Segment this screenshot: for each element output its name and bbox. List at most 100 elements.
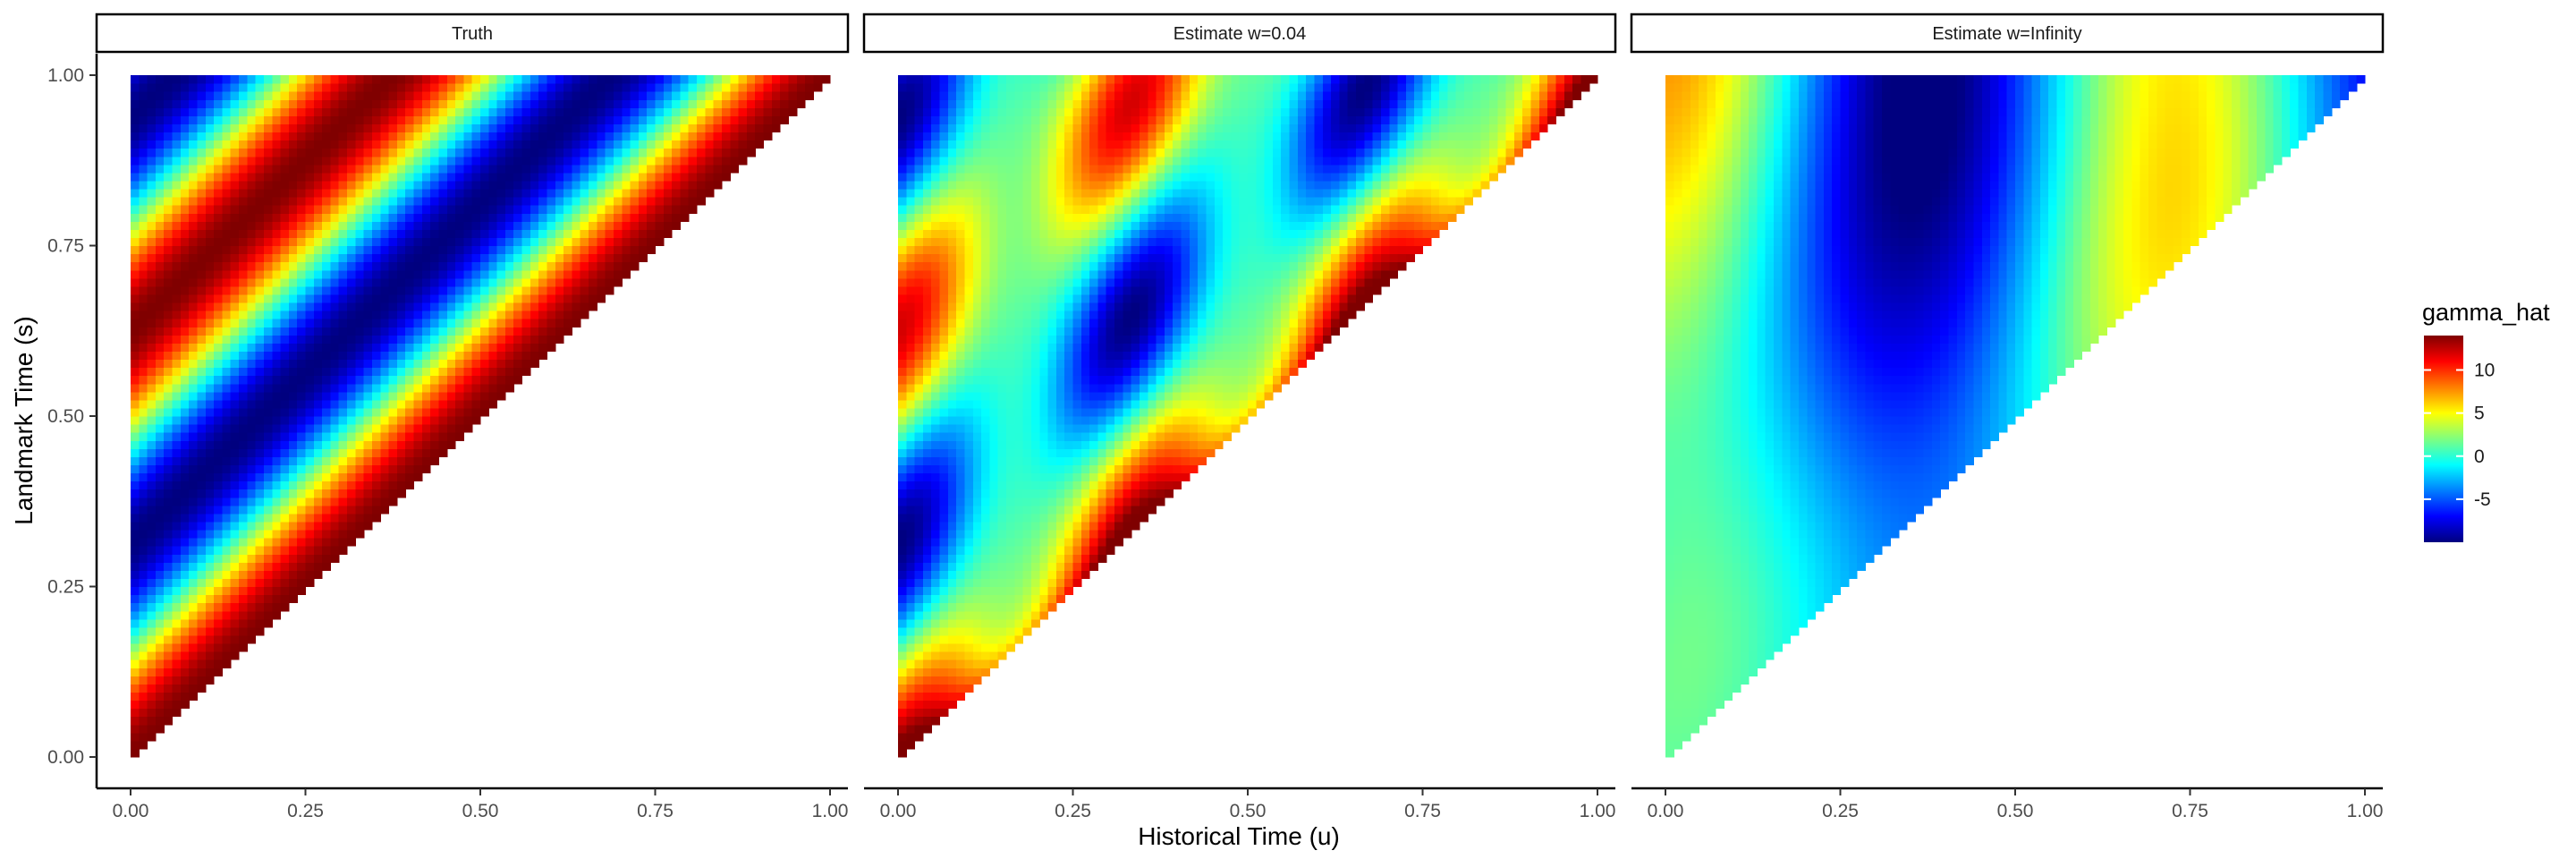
heatmap-cell: [180, 383, 190, 393]
heatmap-cell: [305, 416, 315, 425]
heatmap-cell: [547, 115, 556, 125]
heatmap-cell: [155, 538, 165, 547]
heatmap-cell: [455, 91, 464, 100]
heatmap-cell: [956, 505, 966, 515]
heatmap-cell: [272, 197, 282, 206]
heatmap-cell: [1239, 407, 1249, 417]
heatmap-cell: [496, 221, 506, 230]
heatmap-cell: [280, 123, 290, 133]
heatmap-cell: [147, 692, 157, 702]
heatmap-cell: [430, 383, 440, 393]
heatmap-cell: [396, 293, 406, 303]
heatmap-cell: [605, 99, 614, 108]
heatmap-cell: [580, 107, 589, 116]
heatmap-cell: [396, 180, 406, 190]
heatmap-cell: [263, 83, 273, 92]
heatmap-cell: [1047, 327, 1057, 336]
heatmap-cell: [1181, 391, 1191, 401]
heatmap-cell: [147, 716, 157, 726]
heatmap-cell: [338, 148, 348, 157]
heatmap-cell: [297, 205, 307, 214]
heatmap-cell: [521, 172, 531, 182]
heatmap-cell: [272, 351, 282, 361]
heatmap-cell: [496, 83, 506, 92]
heatmap-cell: [622, 99, 631, 108]
heatmap-cell: [1164, 343, 1174, 353]
heatmap-cell: [1064, 416, 1074, 425]
heatmap-cell: [972, 391, 982, 401]
heatmap-cell: [131, 399, 140, 409]
heatmap-cell: [263, 505, 273, 515]
heatmap-cell: [380, 383, 390, 393]
heatmap-cell: [1039, 530, 1049, 539]
heatmap-cell: [1080, 359, 1090, 369]
heatmap-cell: [655, 83, 665, 92]
heatmap-cell: [180, 302, 190, 311]
heatmap-cell: [322, 83, 332, 92]
heatmap-cell: [363, 505, 373, 515]
heatmap-cell: [205, 521, 215, 531]
heatmap-cell: [396, 302, 406, 311]
heatmap-cell: [330, 489, 340, 498]
heatmap-cell: [189, 253, 199, 263]
heatmap-cell: [355, 221, 365, 230]
heatmap-cell: [981, 367, 991, 377]
heatmap-cell: [906, 546, 916, 555]
heatmap-cell: [239, 554, 248, 563]
heatmap-cell: [939, 464, 949, 474]
heatmap-cell: [755, 75, 765, 84]
heatmap-cell: [947, 327, 957, 336]
heatmap-cell: [197, 578, 207, 588]
heatmap-cell: [139, 732, 148, 742]
heatmap-cell: [488, 205, 498, 214]
heatmap-cell: [463, 399, 473, 409]
heatmap-cell: [288, 399, 298, 409]
heatmap-cell: [1089, 391, 1099, 401]
heatmap-cell: [438, 91, 448, 100]
heatmap-cell: [288, 472, 298, 482]
heatmap-cell: [164, 530, 174, 539]
heatmap-cell: [180, 269, 190, 279]
heatmap-cell: [272, 375, 282, 385]
heatmap-cell: [471, 229, 481, 239]
heatmap-cell: [330, 197, 340, 206]
heatmap-cell: [1030, 497, 1040, 506]
heatmap-cell: [580, 123, 589, 133]
heatmap-cell: [131, 205, 140, 214]
heatmap-cell: [239, 618, 248, 628]
heatmap-cell: [313, 521, 323, 531]
heatmap-cell: [131, 676, 140, 685]
heatmap-cell: [197, 99, 207, 108]
heatmap-cell: [1089, 497, 1099, 506]
heatmap-cell: [572, 302, 581, 311]
heatmap-cell: [471, 180, 481, 190]
heatmap-cell: [330, 277, 340, 287]
heatmap-cell: [455, 245, 464, 255]
heatmap-cell: [564, 269, 573, 279]
heatmap-cell: [821, 75, 831, 84]
heatmap-cell: [1055, 343, 1065, 353]
heatmap-cell: [914, 530, 924, 539]
heatmap-cell: [155, 464, 165, 474]
heatmap-cell: [214, 578, 224, 588]
heatmap-cell: [471, 383, 481, 393]
heatmap-cell: [989, 456, 999, 466]
heatmap-cell: [405, 464, 415, 474]
heatmap-cell: [380, 285, 390, 295]
heatmap-cell: [164, 610, 174, 620]
heatmap-cell: [898, 489, 907, 498]
heatmap-cell: [564, 327, 573, 336]
heatmap-cell: [280, 319, 290, 327]
heatmap-cell: [230, 237, 240, 247]
heatmap-cell: [504, 367, 514, 377]
heatmap-cell: [147, 156, 157, 166]
heatmap-cell: [155, 521, 165, 531]
heatmap-cell: [1223, 335, 1232, 344]
heatmap-cell: [914, 351, 924, 361]
heatmap-cell: [1022, 594, 1032, 604]
heatmap-cell: [1256, 335, 1266, 344]
heatmap-cell: [956, 634, 966, 644]
heatmap-cell: [139, 440, 148, 449]
heatmap-cell: [956, 367, 966, 377]
heatmap-cell: [147, 351, 157, 361]
